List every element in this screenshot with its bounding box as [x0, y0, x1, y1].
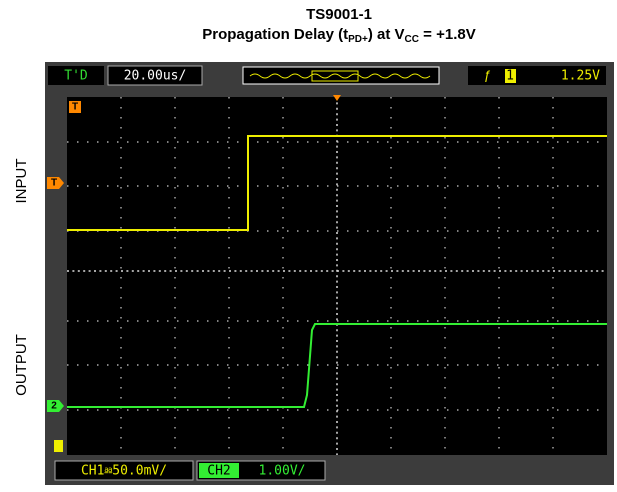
input-label: INPUT: [13, 159, 30, 204]
mode: T'D: [64, 69, 88, 84]
subtitle-part: Propagation Delay (t: [202, 26, 348, 43]
subtitle-sub: CC: [405, 34, 419, 45]
subtitle-part: = +1.8V: [419, 26, 476, 43]
timebase: 20.00us/: [124, 69, 187, 84]
trig-marker: T: [72, 102, 78, 113]
subtitle: Propagation Delay (tPD+) at VCC = +1.8V: [202, 26, 475, 45]
ch1-marker: T: [51, 178, 57, 189]
trigger-channel: 1: [506, 69, 514, 84]
trigger-level: 1.25V: [561, 69, 600, 84]
title: TS9001-1: [306, 6, 372, 23]
trigger-edge: ƒ: [483, 67, 490, 82]
page: TS9001-1 Propagation Delay (tPD+) at VCC…: [0, 0, 617, 487]
ch2-scale: 1.00V/: [259, 464, 306, 479]
output-label: OUTPUT: [13, 334, 30, 396]
ch1-scale: CH1⎂50.0mV/: [81, 464, 167, 479]
subtitle-part: ) at V: [368, 26, 405, 43]
ch2-label: CH2: [207, 464, 230, 479]
ch2-marker: 2: [51, 401, 57, 412]
ground-marker: [54, 440, 63, 452]
subtitle-sub: PD+: [348, 34, 368, 45]
